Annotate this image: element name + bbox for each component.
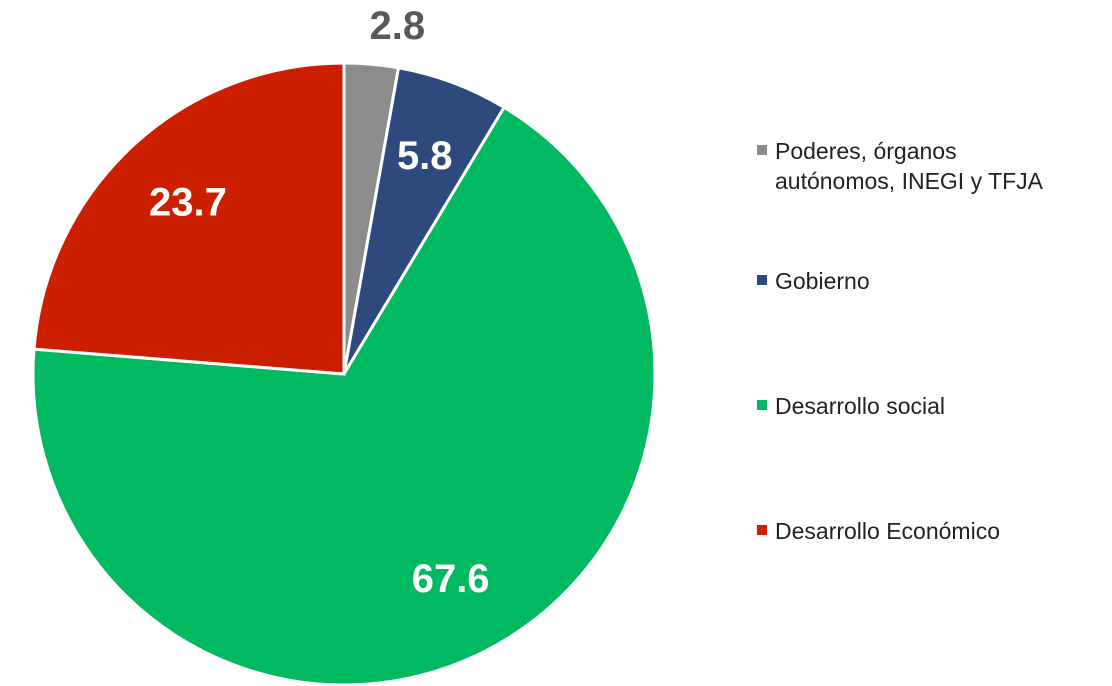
data-label: 5.8 xyxy=(397,134,453,178)
legend-label: Poderes, órganos autónomos, INEGI y TFJA xyxy=(775,138,1044,194)
legend-label: Desarrollo Económico xyxy=(775,518,1000,544)
pie-area: 2.8 5.8 67.6 23.7 xyxy=(31,4,657,686)
legend-item: Desarrollo social xyxy=(757,391,1087,421)
legend-swatch xyxy=(757,400,767,410)
legend-item: Desarrollo Económico xyxy=(757,516,1087,546)
legend-swatch xyxy=(757,275,767,285)
data-label: 23.7 xyxy=(149,180,227,224)
data-label: 2.8 xyxy=(370,4,426,48)
legend-swatch xyxy=(757,525,767,535)
legend-item: Poderes, órganos autónomos, INEGI y TFJA xyxy=(757,136,1087,196)
legend-item: Gobierno xyxy=(757,266,1087,296)
legend-label: Gobierno xyxy=(775,268,870,294)
pie-slice xyxy=(31,105,657,686)
pie-slice xyxy=(32,61,346,376)
legend-swatch xyxy=(757,145,767,155)
legend: Poderes, órganos autónomos, INEGI y TFJA… xyxy=(757,0,1097,686)
legend-label: Desarrollo social xyxy=(775,393,946,419)
data-label: 67.6 xyxy=(412,557,490,601)
